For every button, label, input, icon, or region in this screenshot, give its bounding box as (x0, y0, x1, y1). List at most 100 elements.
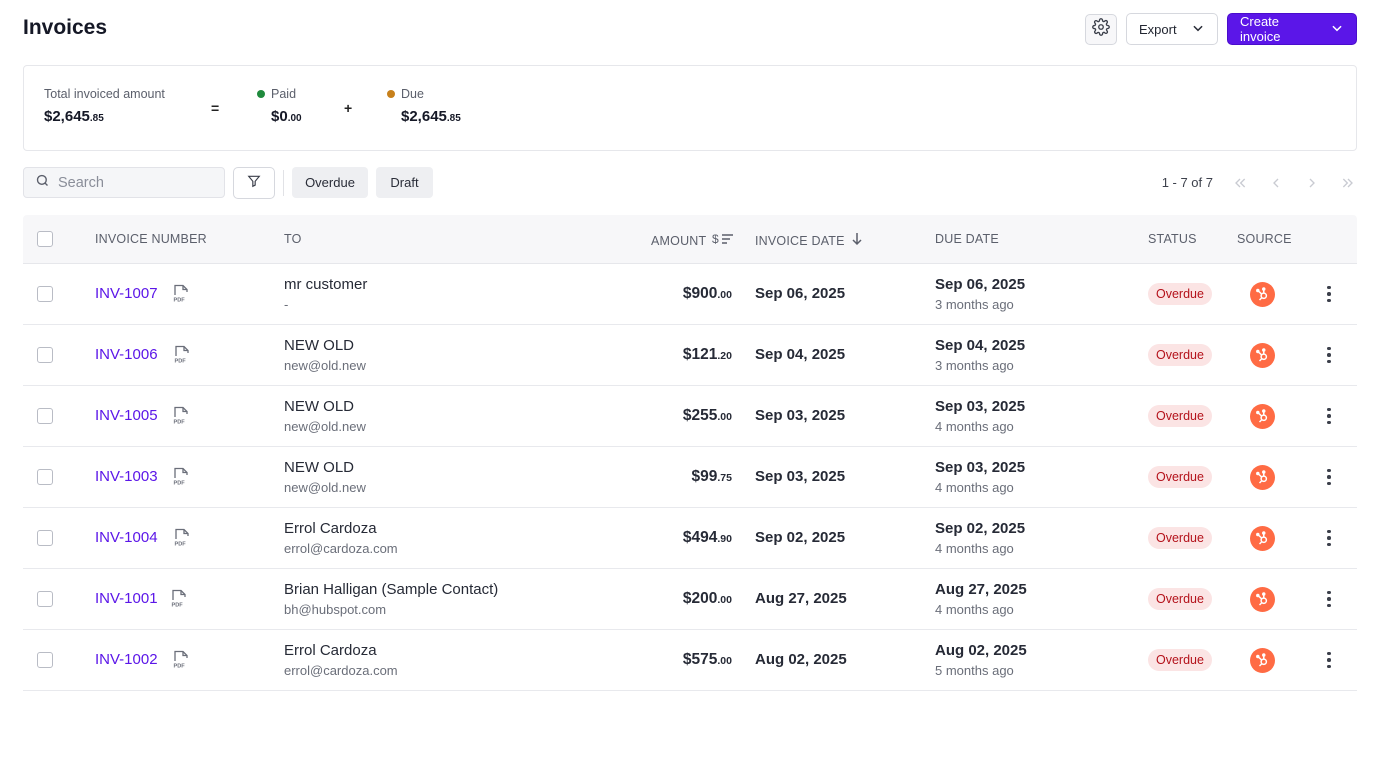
header-due-date[interactable]: DUE DATE (935, 232, 999, 246)
header-amount[interactable]: AMOUNT $ (651, 232, 734, 249)
export-button[interactable]: Export (1126, 13, 1218, 45)
settings-button[interactable] (1085, 13, 1117, 45)
svg-text:PDF: PDF (174, 481, 186, 487)
svg-text:PDF: PDF (175, 542, 187, 548)
hubspot-source-icon (1250, 465, 1275, 490)
invoice-date: Sep 06, 2025 (755, 285, 846, 302)
hubspot-source-icon (1250, 343, 1275, 368)
toolbar-divider (283, 170, 284, 196)
row-menu-icon[interactable] (1323, 466, 1335, 488)
table-row[interactable]: INV-1002 PDF Errol Cardoza errol@cardoza.co… (23, 630, 1357, 691)
pdf-icon[interactable]: PDF (174, 528, 190, 552)
table-row[interactable]: INV-1001 PDF Brian Halligan (Sample Contac… (23, 569, 1357, 630)
invoice-amount: $255.00 (682, 407, 732, 424)
row-menu-icon[interactable] (1323, 588, 1335, 610)
invoice-date: Sep 04, 2025 (755, 346, 846, 363)
paid-value: $0.00 (271, 108, 302, 125)
amount-sort-icon: $ (712, 232, 734, 249)
header-invoice-number[interactable]: INVOICE NUMBER (95, 232, 207, 246)
invoice-number-link[interactable]: INV-1004 (95, 529, 158, 546)
page-title: Invoices (23, 16, 108, 39)
header-invoice-date[interactable]: INVOICE DATE (755, 232, 863, 249)
row-checkbox[interactable] (37, 469, 53, 485)
due-relative: 4 months ago (935, 480, 1014, 495)
row-checkbox[interactable] (37, 652, 53, 668)
due-relative: 4 months ago (935, 541, 1014, 556)
invoice-date: Aug 27, 2025 (755, 590, 847, 607)
create-invoice-button[interactable]: Create invoice (1227, 13, 1357, 45)
due-relative: 4 months ago (935, 602, 1014, 617)
recipient-name: Brian Halligan (Sample Contact) (284, 581, 499, 598)
invoice-number-link[interactable]: INV-1002 (95, 651, 158, 668)
svg-text:PDF: PDF (174, 298, 186, 304)
invoices-table: INVOICE NUMBER TO AMOUNT $ INVOICE DATE … (23, 215, 1357, 691)
svg-text:PDF: PDF (172, 603, 184, 609)
pdf-icon[interactable]: PDF (173, 467, 189, 491)
recipient-email: bh@hubspot.com (284, 602, 387, 617)
paid-dot (257, 90, 265, 98)
invoice-number-link[interactable]: INV-1007 (95, 285, 158, 302)
filter-button[interactable] (233, 167, 275, 199)
pdf-icon[interactable]: PDF (174, 345, 190, 369)
due-date: Aug 02, 2025 (935, 642, 1027, 659)
row-checkbox[interactable] (37, 347, 53, 363)
pdf-icon[interactable]: PDF (171, 589, 187, 613)
status-badge: Overdue (1148, 466, 1212, 488)
recipient-email: new@old.new (284, 358, 366, 373)
pdf-icon[interactable]: PDF (173, 650, 189, 674)
status-badge: Overdue (1148, 344, 1212, 366)
first-page-icon[interactable] (1231, 171, 1249, 195)
recipient-name: mr customer (284, 276, 368, 293)
due-label: Due (401, 87, 424, 101)
table-toolbar: Overdue Draft 1 - 7 of 7 (23, 167, 1357, 199)
header-source[interactable]: SOURCE (1237, 232, 1292, 246)
search-input[interactable] (58, 174, 208, 191)
row-checkbox[interactable] (37, 591, 53, 607)
recipient-email: errol@cardoza.com (284, 541, 398, 556)
svg-text:PDF: PDF (175, 359, 187, 365)
search-box[interactable] (23, 167, 225, 198)
pdf-icon[interactable]: PDF (173, 406, 189, 430)
hubspot-source-icon (1250, 282, 1275, 307)
row-checkbox[interactable] (37, 408, 53, 424)
pdf-icon[interactable]: PDF (173, 284, 189, 308)
chevron-down-icon (1191, 21, 1205, 38)
header-to[interactable]: TO (284, 232, 302, 246)
recipient-name: Errol Cardoza (284, 642, 377, 659)
row-checkbox[interactable] (37, 530, 53, 546)
chevron-down-icon (1330, 21, 1344, 38)
invoice-number-link[interactable]: INV-1001 (95, 590, 158, 607)
chip-draft[interactable]: Draft (376, 167, 433, 198)
recipient-name: NEW OLD (284, 398, 355, 415)
row-menu-icon[interactable] (1323, 283, 1335, 305)
row-checkbox[interactable] (37, 286, 53, 302)
table-row[interactable]: INV-1007 PDF mr customer - $900.00 Sep 06, 20… (23, 264, 1357, 325)
row-menu-icon[interactable] (1323, 527, 1335, 549)
due-relative: 4 months ago (935, 419, 1014, 434)
chip-overdue[interactable]: Overdue (292, 167, 368, 198)
recipient-name: Errol Cardoza (284, 520, 377, 537)
table-row[interactable]: INV-1003 PDF NEW OLD new@old.new $99.75 Sep 0… (23, 447, 1357, 508)
row-menu-icon[interactable] (1323, 649, 1335, 671)
select-all-checkbox[interactable] (37, 231, 53, 247)
invoice-amount: $900.00 (682, 285, 732, 302)
due-relative: 3 months ago (935, 297, 1014, 312)
last-page-icon[interactable] (1339, 171, 1357, 195)
invoice-amount: $99.75 (691, 468, 732, 485)
header-status[interactable]: STATUS (1148, 232, 1197, 246)
next-page-icon[interactable] (1303, 171, 1321, 195)
table-row[interactable]: INV-1006 PDF NEW OLD new@old.new $121.20 Sep … (23, 325, 1357, 386)
due-date: Sep 03, 2025 (935, 398, 1026, 415)
header-actions: Export Create invoice (1085, 13, 1357, 45)
invoice-number-link[interactable]: INV-1005 (95, 407, 158, 424)
row-menu-icon[interactable] (1323, 344, 1335, 366)
due-date: Sep 04, 2025 (935, 337, 1026, 354)
recipient-email: errol@cardoza.com (284, 663, 398, 678)
invoice-date: Sep 02, 2025 (755, 529, 846, 546)
table-row[interactable]: INV-1004 PDF Errol Cardoza errol@cardoza.co… (23, 508, 1357, 569)
table-row[interactable]: INV-1005 PDF NEW OLD new@old.new $255.00 Sep … (23, 386, 1357, 447)
prev-page-icon[interactable] (1267, 171, 1285, 195)
invoice-number-link[interactable]: INV-1003 (95, 468, 158, 485)
invoice-number-link[interactable]: INV-1006 (95, 346, 158, 363)
row-menu-icon[interactable] (1323, 405, 1335, 427)
